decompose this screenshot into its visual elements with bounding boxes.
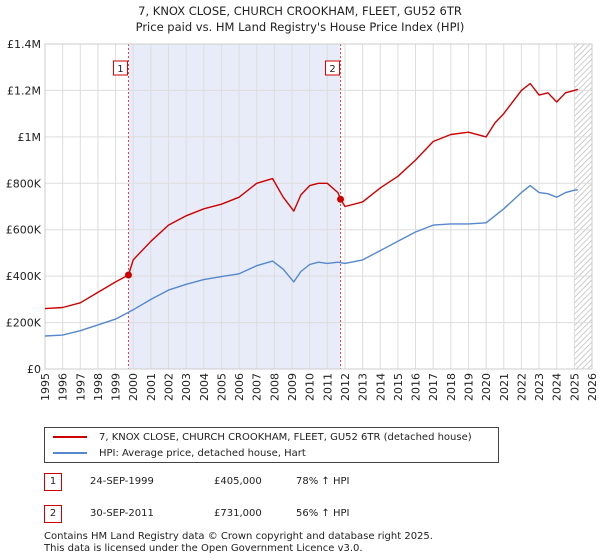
legend-item-hpi: HPI: Average price, detached house, Hart (53, 447, 306, 461)
hpi-line (44, 184, 578, 337)
x-tick-label: 2023 (533, 373, 546, 401)
y-tick-label: £200K (6, 317, 42, 330)
y-tick-label: £1.2M (7, 84, 41, 97)
plot-frame (44, 43, 593, 370)
sale-label-2: 2 (329, 64, 335, 75)
sale-marker-2: 2 (44, 505, 62, 523)
x-tick-label: 1997 (74, 373, 87, 401)
x-tick-label: 2015 (392, 373, 405, 401)
x-tick-label: 2005 (215, 373, 228, 401)
x-tick-label: 2018 (445, 373, 458, 401)
sale-point-1 (124, 271, 132, 279)
sale-marker-1: 1 (44, 473, 62, 491)
sale-date-1: 24-SEP-1999 (90, 476, 154, 487)
y-tick-label: £0 (27, 363, 41, 376)
x-tick-label: 2019 (462, 373, 475, 401)
sale-price-1: £405,000 (214, 476, 262, 487)
legend-swatch-property (53, 436, 87, 438)
sale-row-2: 2 30-SEP-2011 £731,000 56% ↑ HPI (44, 505, 564, 523)
x-tick-label: 2001 (145, 373, 158, 401)
sale-label-box-1 (112, 60, 128, 76)
sale-price-2: £731,000 (214, 508, 262, 519)
property-price-line (44, 82, 579, 310)
legend-label-hpi: HPI: Average price, detached house, Hart (99, 448, 306, 459)
footer-line-2: This data is licensed under the Open Gov… (44, 543, 363, 554)
x-tick-label: 2014 (374, 373, 387, 401)
y-tick-label: £600K (6, 224, 42, 237)
x-tick-label: 2020 (480, 373, 493, 401)
x-tick-label: 1995 (39, 373, 52, 401)
legend-swatch-hpi (53, 452, 87, 454)
x-tick-label: 2006 (233, 373, 246, 401)
x-tick-label: 2007 (251, 373, 264, 401)
forecast-hatch (574, 44, 592, 369)
x-tick-label: 2003 (180, 373, 193, 401)
footer-line-1: Contains HM Land Registry data © Crown c… (44, 531, 433, 542)
sale-row-1: 1 24-SEP-1999 £405,000 78% ↑ HPI (44, 473, 564, 491)
y-tick-label: £1M (18, 131, 42, 144)
x-tick-label: 2016 (410, 373, 423, 401)
sale-point-2 (337, 195, 345, 203)
x-tick-label: 1999 (110, 373, 123, 401)
x-tick-label: 2004 (198, 373, 211, 401)
legend-item-property: 7, KNOX CLOSE, CHURCH CROOKHAM, FLEET, G… (53, 431, 472, 445)
x-tick-label: 2009 (286, 373, 299, 401)
sale-hpi-2: 56% ↑ HPI (296, 508, 350, 519)
sale-label-box-2 (325, 60, 341, 76)
legend: 7, KNOX CLOSE, CHURCH CROOKHAM, FLEET, G… (44, 427, 499, 463)
title-line-2: Price paid vs. HM Land Registry's House … (135, 20, 465, 34)
sale-label-1: 1 (117, 64, 123, 75)
x-tick-label: 2013 (357, 373, 370, 401)
y-tick-label: £800K (6, 177, 42, 190)
x-tick-label: 2022 (515, 373, 528, 401)
title-line-1: 7, KNOX CLOSE, CHURCH CROOKHAM, FLEET, G… (138, 4, 462, 18)
x-tick-label: 2024 (551, 373, 564, 401)
sale-hpi-1: 78% ↑ HPI (296, 476, 350, 487)
x-tick-label: 2021 (498, 373, 511, 401)
ownership-shade (128, 44, 341, 369)
chart-title: 7, KNOX CLOSE, CHURCH CROOKHAM, FLEET, G… (0, 3, 600, 35)
x-tick-label: 1996 (57, 373, 70, 401)
x-tick-label: 2000 (127, 373, 140, 401)
x-tick-label: 1998 (92, 373, 105, 401)
x-tick-label: 2010 (304, 373, 317, 401)
legend-label-property: 7, KNOX CLOSE, CHURCH CROOKHAM, FLEET, G… (99, 432, 472, 443)
x-tick-label: 2017 (427, 373, 440, 401)
y-tick-label: £1.4M (7, 38, 41, 51)
sale-date-2: 30-SEP-2011 (90, 508, 154, 519)
x-tick-label: 2002 (163, 373, 176, 401)
price-chart: 1 2 £0 £200K £400K £600K £800K £1M £1.2M £1.4M 199… (6, 38, 599, 401)
x-tick-label: 2012 (339, 373, 352, 401)
x-tick-label: 2026 (586, 373, 599, 401)
y-tick-label: £400K (6, 270, 42, 283)
x-tick-label: 2008 (268, 373, 281, 401)
x-tick-label: 2025 (568, 373, 581, 401)
footer: Contains HM Land Registry data © Crown c… (44, 531, 433, 555)
x-tick-label: 2011 (321, 373, 334, 401)
